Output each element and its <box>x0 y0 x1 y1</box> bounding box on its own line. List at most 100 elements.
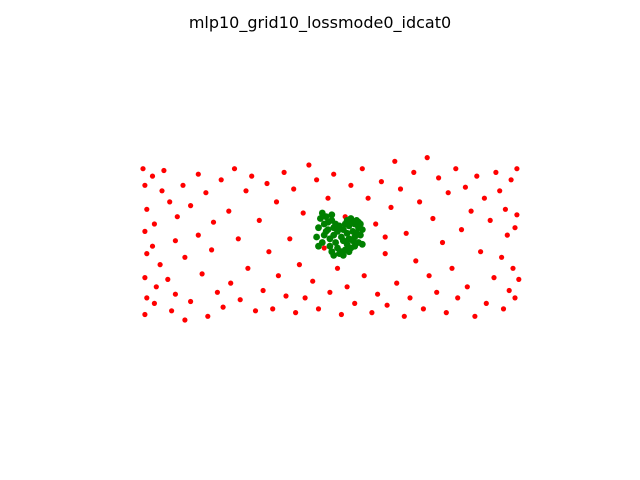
scatter-point <box>151 221 157 227</box>
scatter-point <box>331 171 337 177</box>
scatter-point <box>458 227 465 233</box>
scatter-point <box>487 217 493 223</box>
scatter-point <box>403 230 409 236</box>
scatter-point <box>149 243 156 249</box>
scatter-point <box>281 169 287 175</box>
scatter-point <box>245 265 251 271</box>
scatter-point <box>205 313 211 319</box>
scatter-point <box>149 173 156 179</box>
scatter-point <box>343 217 351 224</box>
scatter-point <box>172 291 178 297</box>
scatter-point <box>330 252 338 259</box>
scatter-point <box>270 306 276 312</box>
scatter-point <box>321 245 327 251</box>
scatter-point <box>516 276 522 282</box>
scatter-point <box>157 262 163 268</box>
scatter-point <box>468 208 474 214</box>
scatter-point <box>195 232 201 238</box>
scatter-point <box>348 182 354 188</box>
scatter-point <box>182 317 188 323</box>
scatter-point <box>332 220 339 228</box>
scatter-point <box>296 262 302 268</box>
scatter-point <box>210 219 217 225</box>
scatter-point <box>345 248 353 256</box>
scatter-point <box>315 242 322 250</box>
scatter-point <box>378 179 384 185</box>
scatter-point <box>424 155 430 161</box>
scatter-point <box>188 298 194 305</box>
scatter-point <box>283 293 289 299</box>
series-0 <box>140 155 522 323</box>
scatter-point <box>235 236 241 242</box>
scatter-point <box>382 251 388 257</box>
chart-title: mlp10_grid10_lossmode0_idcat0 <box>188 13 452 32</box>
scatter-point <box>500 306 507 312</box>
scatter-point <box>382 234 388 240</box>
scatter-point <box>417 199 423 205</box>
scatter-point <box>413 258 419 264</box>
scatter-point <box>144 295 150 301</box>
scatter-point <box>291 186 297 192</box>
scatter-point <box>310 278 316 284</box>
scatter-point <box>499 254 505 260</box>
scatter-point <box>445 190 451 196</box>
scatter-point <box>300 210 306 216</box>
scatter-point <box>231 166 238 172</box>
scatter-point <box>315 224 322 232</box>
scatter-point <box>491 275 497 281</box>
scatter-point <box>228 280 234 286</box>
scatter-point <box>153 284 159 290</box>
scatter-point <box>195 171 201 177</box>
scatter-point <box>243 188 249 194</box>
scatter-point <box>483 300 489 306</box>
scatter-point <box>165 276 171 282</box>
scatter-point <box>322 213 330 221</box>
scatter-point <box>493 169 499 175</box>
scatter-point <box>334 228 341 235</box>
scatter-point <box>481 195 487 201</box>
scatter-point <box>358 240 366 248</box>
scatter-point <box>174 214 180 220</box>
scatter-point <box>411 169 417 175</box>
scatter-point <box>140 166 146 172</box>
scatter-point <box>151 300 157 306</box>
scatter-point <box>313 233 320 241</box>
scatter-point <box>325 195 331 201</box>
scatter-point <box>352 300 358 306</box>
scatter-point <box>439 239 446 246</box>
scatter-point <box>328 211 336 219</box>
scatter-point <box>252 308 259 314</box>
scatter-point <box>434 289 440 295</box>
scatter-point <box>220 304 226 310</box>
scatter-point <box>420 306 426 312</box>
scatter-point <box>338 311 344 318</box>
scatter-point <box>343 229 351 237</box>
scatter-point <box>260 287 266 294</box>
scatter-point <box>506 287 512 294</box>
scatter-point <box>369 310 375 316</box>
scatter-point <box>237 297 243 303</box>
scatter-point <box>455 295 461 301</box>
scatter-point <box>375 291 381 297</box>
scatter-point <box>322 228 330 235</box>
scatter-point <box>334 265 341 271</box>
scatter-point <box>144 206 150 212</box>
scatter-point <box>514 212 520 218</box>
scatter-point <box>142 228 148 234</box>
scatter-point <box>436 175 442 181</box>
scatter-point <box>180 182 186 188</box>
scatter-point <box>361 273 367 279</box>
scatter-point <box>167 199 173 205</box>
scatter-point <box>326 242 334 250</box>
scatter-point <box>214 289 220 295</box>
scatter-point <box>497 188 503 194</box>
scatter-point <box>169 308 175 314</box>
scatter-point <box>317 215 324 222</box>
scatter-point <box>339 252 347 259</box>
scatter-point <box>344 284 350 290</box>
scatter-point <box>453 166 459 172</box>
scatter-point <box>474 173 480 179</box>
scatter-point <box>327 289 333 295</box>
scatter-point <box>314 177 320 183</box>
scatter-point <box>142 311 148 318</box>
